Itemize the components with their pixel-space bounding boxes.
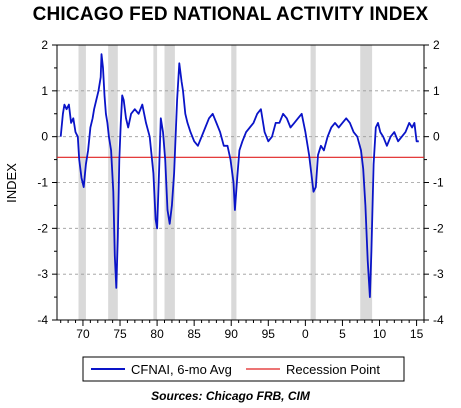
x-tick-label: 10: [373, 327, 387, 341]
y-tick-label-left: -4: [37, 313, 48, 327]
series-line-cfnai: [59, 53, 419, 298]
legend-box: [82, 356, 405, 382]
x-tick-label: 0: [302, 327, 309, 341]
x-tick-label: 15: [410, 327, 424, 341]
recession-band-3: [164, 45, 175, 320]
y-tick-label-right: -4: [433, 313, 444, 327]
x-tick-label: 5: [339, 327, 346, 341]
y-tick-label-left: 0: [41, 130, 48, 144]
y-tick-label-left: 2: [41, 38, 48, 52]
series-layer: [57, 53, 424, 298]
y-tick-label-right: 0: [433, 130, 440, 144]
x-tick-label: 95: [262, 327, 276, 341]
y-tick-label-right: 1: [433, 84, 440, 98]
chart-title: CHICAGO FED NATIONAL ACTIVITY INDEX: [32, 4, 429, 25]
legend: CFNAI, 6-mo Avg Recession Point: [82, 356, 405, 382]
x-tick-label: 90: [225, 327, 239, 341]
y-tick-label-right: 2: [433, 38, 440, 52]
x-tick-label: 70: [76, 327, 90, 341]
y-axis-label: INDEX: [4, 163, 19, 203]
legend-label-cfnai: CFNAI, 6-mo Avg: [131, 362, 232, 377]
source-note: Sources: Chicago FRB, CIM: [151, 389, 310, 403]
y-tick-label-right: -2: [433, 221, 444, 235]
x-tick-label: 80: [150, 327, 164, 341]
y-tick-label-left: -3: [37, 267, 48, 281]
legend-label-recession: Recession Point: [286, 362, 380, 377]
y-tick-label-right: -3: [433, 267, 444, 281]
axis-ticks: -4 -4 -3 -3 -2 -2 -1 -1 0 0 1 1 2 2 70 75 80 85 90 95 0 5 10 15: [37, 38, 444, 341]
y-tick-label-right: -1: [433, 176, 444, 190]
recession-band-6: [360, 45, 373, 320]
y-tick-label-left: -2: [37, 221, 48, 235]
y-tick-label-left: -1: [37, 176, 48, 190]
x-tick-label: 85: [187, 327, 201, 341]
y-tick-label-left: 1: [41, 84, 48, 98]
x-tick-label: 75: [113, 327, 127, 341]
